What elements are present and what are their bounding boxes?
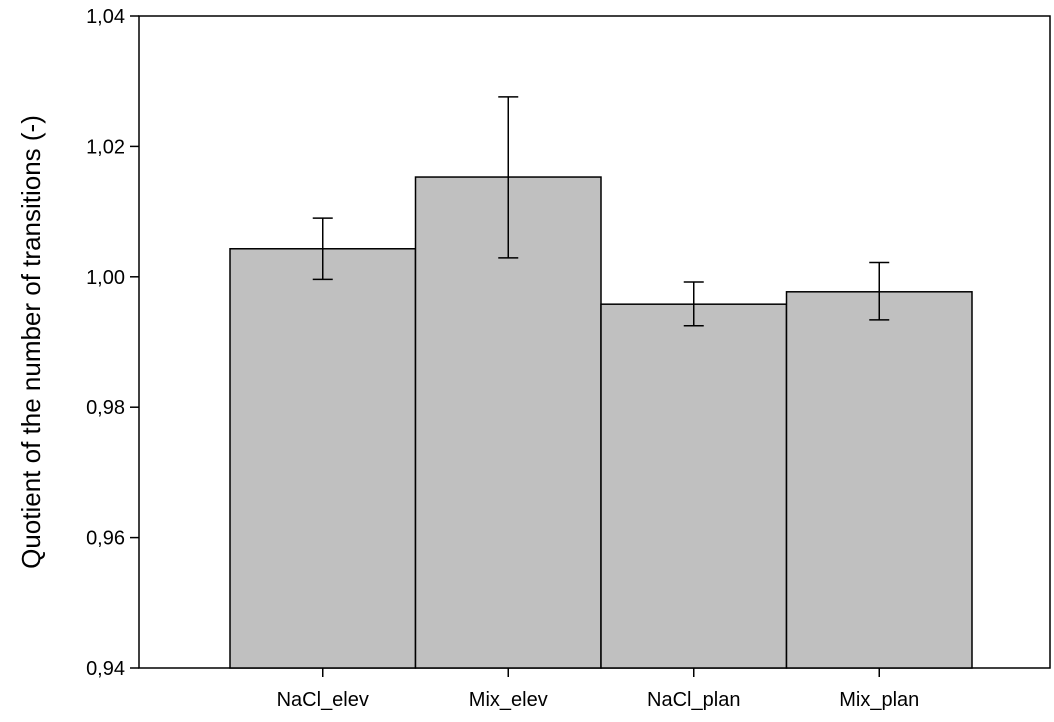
bars-group [229, 176, 973, 669]
y-tick-label: 0,94 [86, 658, 125, 680]
bar-mix-plan [785, 291, 973, 669]
bar-nacl-plan [600, 303, 788, 669]
y-tick-label: 1,04 [86, 6, 125, 28]
x-tick-label: NaCl_elev [277, 689, 369, 711]
y-tick-label: 0,98 [86, 397, 125, 419]
y-tick-label: 1,02 [86, 136, 125, 158]
y-axis-ticks: 0,94 0,96 0,98 1,00 1,02 1,04 [86, 6, 139, 680]
x-tick-label: NaCl_plan [647, 689, 740, 711]
x-tick-label: Mix_plan [839, 689, 919, 711]
error-bars-group [312, 96, 890, 327]
error-bar [498, 96, 519, 259]
y-tick-label: 0,96 [86, 528, 125, 550]
x-tick-label: Mix_elev [469, 689, 548, 711]
error-bar [869, 261, 890, 321]
error-bar [312, 217, 333, 281]
error-bar [683, 281, 704, 327]
y-axis-label: Quotient of the number of transitions (-… [16, 115, 46, 569]
bar-nacl-elev [229, 248, 417, 669]
y-tick-label: 1,00 [86, 267, 125, 289]
x-axis-ticks: NaCl_elev Mix_elev NaCl_plan Mix_plan [277, 668, 919, 711]
